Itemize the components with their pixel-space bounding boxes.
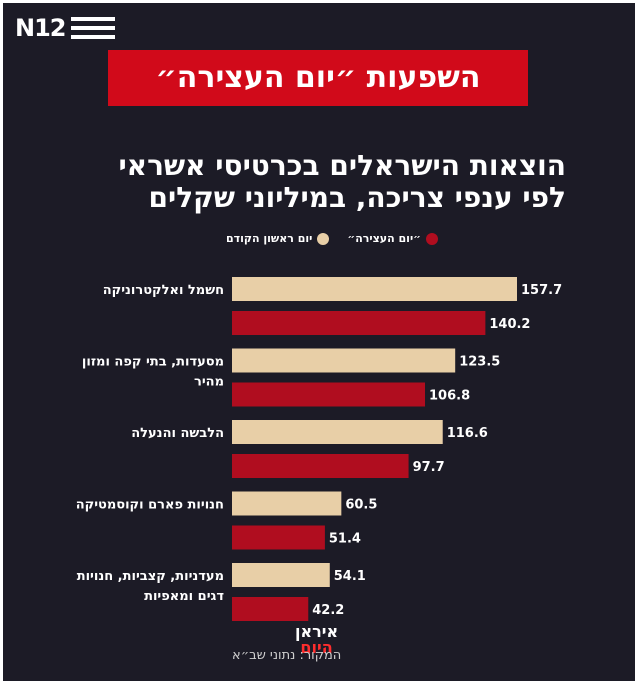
n12-logo: N12 [15, 14, 116, 42]
bar-strike-2 [232, 454, 409, 478]
bar-previous-4 [232, 563, 330, 587]
category-label-1-line-0: מסעדות, בתי קפה ומזון [82, 355, 224, 370]
value-label-previous-3: 60.5 [345, 498, 377, 513]
legend-dot-previous [317, 232, 330, 245]
bar-previous-0 [232, 277, 517, 301]
value-label-strike-1: 106.8 [429, 389, 470, 404]
legend-label-strike: ״יום העצירה״ [347, 232, 421, 245]
chart-title-line-2: לפי ענפי צריכה, במיליוני שקלים [148, 181, 566, 214]
bar-strike-3 [232, 525, 325, 550]
chart-title-line-1: הוצאות הישראלים בכרטיסי אשראי [118, 149, 566, 182]
logo-text: N12 [15, 14, 66, 42]
value-label-strike-0: 140.2 [489, 317, 530, 332]
bar-previous-3 [232, 491, 342, 516]
legend-item-previous: יום ראשון הקודם [225, 232, 330, 245]
bar-previous-1 [232, 348, 456, 373]
category-label-0-line-0: חשמל ואלקטרוניקה [103, 283, 224, 298]
iran-today-watermark: איראן היום [295, 624, 338, 656]
source-note: המקור: נתוני שב״א [232, 648, 342, 663]
menu-lines-icon [71, 17, 116, 39]
watermark-top-text: איראן [295, 622, 339, 641]
bar-strike-0 [232, 311, 486, 335]
value-label-strike-2: 97.7 [413, 460, 445, 475]
watermark-bottom-text: היום [300, 638, 333, 657]
bar-strike-4 [232, 597, 309, 621]
headline-banner: השפעות ״יום העצירה״ [108, 50, 528, 106]
value-label-strike-3: 51.4 [329, 532, 361, 547]
category-label-3-line-0: חנויות פארם וקוסמטיקה [76, 498, 224, 513]
bar-strike-1 [232, 382, 426, 407]
value-label-strike-4: 42.2 [312, 603, 344, 618]
value-label-previous-0: 157.7 [521, 283, 562, 298]
chart-legend: ״יום העצירה״ יום ראשון הקודם [218, 232, 438, 245]
category-label-2-line-0: הלבשה והנעלה [131, 426, 224, 441]
legend-dot-strike [426, 232, 438, 245]
category-label-4-line-0: מעדניות, קצביות, חנויות [77, 569, 224, 584]
legend-item-strike: ״יום העצירה״ [347, 232, 438, 245]
value-label-previous-4: 54.1 [334, 569, 366, 584]
value-label-previous-2: 116.6 [447, 426, 488, 441]
value-label-previous-1: 123.5 [459, 355, 500, 370]
bar-previous-2 [232, 420, 443, 444]
chart-title: הוצאות הישראלים בכרטיסי אשראי לפי ענפי צ… [46, 150, 566, 214]
category-label-1-line-1: מהיר [194, 375, 224, 390]
category-label-4-line-1: דגים ומאפיות [144, 589, 224, 604]
legend-label-previous: יום ראשון הקודם [225, 232, 313, 245]
